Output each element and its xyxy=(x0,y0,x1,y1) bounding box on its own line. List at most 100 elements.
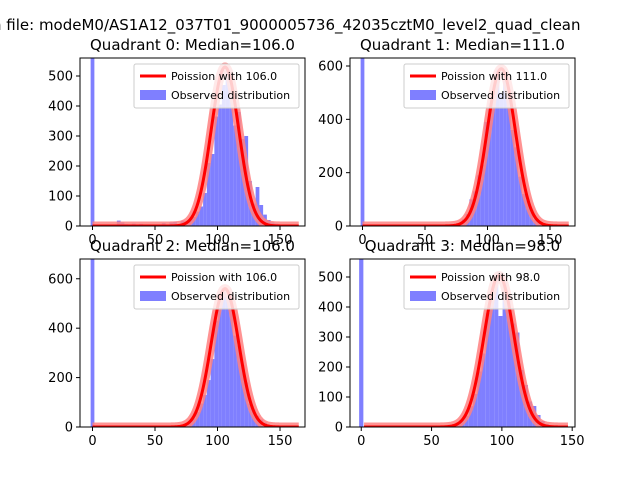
x-tick-label: 50 xyxy=(147,434,164,449)
histogram-bar xyxy=(519,370,524,427)
x-tick-label: 0 xyxy=(88,434,96,449)
histogram-bar xyxy=(518,176,522,226)
histogram-bar xyxy=(359,259,364,427)
legend-box xyxy=(133,63,300,109)
x-tick-label: 0 xyxy=(357,434,365,449)
histogram-bar xyxy=(491,90,496,226)
histogram-bar xyxy=(521,194,526,226)
histogram-bar xyxy=(506,301,512,427)
x-tick-label: 100 xyxy=(489,434,514,449)
histogram-bar xyxy=(221,85,226,226)
histogram-bar xyxy=(503,80,507,226)
histogram-bar xyxy=(485,313,490,427)
y-tick-label: 400 xyxy=(318,301,343,316)
histogram-bar xyxy=(502,280,507,427)
x-tick-label: 150 xyxy=(268,434,293,449)
y-tick-label: 0 xyxy=(65,220,73,235)
x-tick-label: 150 xyxy=(268,233,293,248)
y-tick-label: 500 xyxy=(318,271,343,286)
y-tick-label: 600 xyxy=(48,272,73,287)
figure-title: n file: modeM0/AS1A12_037T01_9000005736_… xyxy=(0,16,581,35)
chart-panel-3: 0 50 100 150 0 100 200 300 400 500 Poission with 9… xyxy=(318,237,584,449)
histogram-bar xyxy=(484,122,489,226)
histogram-bar xyxy=(203,193,207,226)
histogram-bar xyxy=(511,323,516,427)
histogram-bar xyxy=(495,68,500,226)
histogram-bar xyxy=(489,301,495,427)
legend-fit-label: Poission with 98.0 xyxy=(441,271,540,284)
fit-line xyxy=(363,274,569,427)
histogram-bar xyxy=(210,359,215,427)
histogram-bar xyxy=(218,104,222,226)
histogram-bar xyxy=(488,103,492,226)
chart-title: Quadrant 0: Median=106.0 xyxy=(90,36,295,54)
histogram-bar xyxy=(206,380,211,427)
y-tick-label: 100 xyxy=(318,391,343,406)
plot-area xyxy=(88,58,303,226)
histogram-bar xyxy=(240,365,245,427)
chart-title: Quadrant 1: Median=111.0 xyxy=(360,36,565,54)
legend-hist-label: Observed distribution xyxy=(171,290,290,303)
chart-title: Quadrant 2: Median=106.0 xyxy=(90,237,295,255)
histogram-bar xyxy=(90,58,95,226)
histogram-bar xyxy=(473,394,478,427)
legend-box xyxy=(403,264,570,310)
plot-area xyxy=(358,58,573,226)
histogram-bar xyxy=(90,259,95,427)
histogram-bar xyxy=(214,116,219,226)
histogram-bar xyxy=(240,139,245,226)
histogram-bar xyxy=(506,92,511,226)
histogram-bar xyxy=(525,200,530,226)
histogram-bar xyxy=(203,394,207,427)
legend-hist-swatch xyxy=(140,291,166,301)
y-tick-label: 0 xyxy=(335,421,343,436)
histogram-bar xyxy=(477,371,482,427)
y-tick-label: 200 xyxy=(48,371,73,386)
histogram-bar xyxy=(236,345,241,427)
histogram-bar xyxy=(510,130,515,226)
x-tick-label: 50 xyxy=(147,233,164,248)
x-tick-label: 150 xyxy=(560,434,585,449)
histogram-bar xyxy=(514,147,519,226)
y-tick-label: 300 xyxy=(48,130,73,145)
histogram-bar xyxy=(233,125,237,226)
histogram-bar xyxy=(199,403,204,427)
histogram-bar xyxy=(221,288,226,427)
histogram-bar xyxy=(195,211,200,226)
histogram-bar xyxy=(225,296,230,427)
x-tick-label: 0 xyxy=(358,233,366,248)
histogram-bar xyxy=(468,406,474,427)
legend-fit-label: Poission with 106.0 xyxy=(171,70,277,83)
histogram-bar xyxy=(248,403,252,427)
y-tick-label: 0 xyxy=(65,421,73,436)
y-tick-label: 400 xyxy=(48,100,73,115)
histogram-bar xyxy=(236,112,241,226)
legend-hist-swatch xyxy=(140,90,166,100)
histogram-bar xyxy=(480,164,485,226)
y-tick-label: 500 xyxy=(48,70,73,85)
y-tick-label: 400 xyxy=(48,322,73,337)
axes-frame xyxy=(79,258,306,428)
histogram-bar xyxy=(499,92,504,226)
x-tick-label: 100 xyxy=(475,233,500,248)
x-tick-label: 100 xyxy=(205,233,230,248)
x-tick-label: 50 xyxy=(423,434,440,449)
plot-area xyxy=(88,259,303,427)
histogram-bar xyxy=(360,58,365,226)
histogram-bar xyxy=(218,301,222,427)
histogram-bar xyxy=(214,320,219,427)
legend-box xyxy=(403,63,570,109)
y-tick-label: 200 xyxy=(318,361,343,376)
legend-hist-swatch xyxy=(410,90,436,100)
histogram-bar xyxy=(494,275,499,427)
y-tick-label: 400 xyxy=(318,113,343,128)
histogram-bar xyxy=(481,353,486,427)
histogram-bar xyxy=(498,316,503,427)
histogram-bar xyxy=(206,163,211,226)
chart-panel-2: 0 50 100 150 0 200 400 600 Poission with 106.0 Ob… xyxy=(48,237,306,449)
legend-box xyxy=(133,264,300,310)
legend-hist-label: Observed distribution xyxy=(171,89,290,102)
histogram-bar xyxy=(233,335,237,427)
fit-line xyxy=(91,65,300,226)
